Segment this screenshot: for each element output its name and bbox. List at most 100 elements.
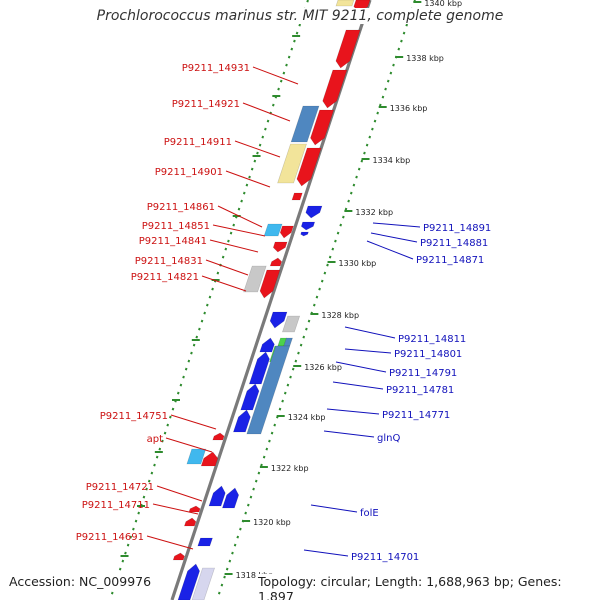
genome-title: Prochlorococcus marinus str. MIT 9211, c…	[0, 8, 600, 24]
right-dotted-guide-dot	[347, 199, 350, 203]
right-dotted-guide-dot	[223, 575, 226, 579]
left-dotted-guide-dot	[179, 383, 183, 387]
left-dotted-guide-dot	[155, 455, 159, 459]
left-dotted-guide-dot	[176, 391, 180, 395]
gene-reverse-strand	[291, 192, 303, 201]
gene-label-left: apt	[147, 434, 163, 445]
gene-reverse-strand	[335, 29, 361, 69]
gene-reverse-strand	[272, 241, 288, 253]
right-dotted-guide-dot	[257, 471, 261, 475]
left-dotted-guide-dot	[258, 143, 262, 147]
gene-forward-strand	[259, 337, 275, 353]
left-dotted-guide-dot	[169, 415, 172, 419]
right-dotted-guide-dot	[289, 375, 292, 379]
genome-stats-label: Topology: circular; Length: 1,688,963 bp…	[258, 574, 600, 600]
gene-label-right-leader	[326, 408, 380, 415]
gene-reverse-strand	[279, 225, 294, 239]
left-dotted-guide-dot	[132, 527, 135, 531]
right-dotted-guide-dot	[384, 87, 387, 91]
gene-label-left-leader	[242, 102, 291, 122]
right-dotted-guide-dot	[315, 295, 319, 299]
left-dotted-guide-dot	[306, 0, 309, 3]
gene-label-right: P9211_14771	[382, 410, 450, 421]
left-dotted-guide-dot	[187, 359, 191, 363]
gene-label-left: P9211_14851	[142, 221, 210, 232]
right-dotted-guide-dot	[323, 271, 327, 275]
right-dotted-guide-dot	[260, 463, 263, 467]
gene-label-right-leader	[372, 222, 421, 228]
right-dotted-guide-dot	[328, 255, 332, 259]
left-dotted-guide-dot	[161, 439, 164, 443]
right-dotted-guide-dot	[233, 543, 237, 547]
right-dotted-guide-dot	[278, 407, 282, 411]
gene-reverse-strand	[310, 109, 335, 146]
right-dotted-guide-dot	[231, 551, 234, 555]
gene-label-left-leader	[165, 437, 213, 453]
gene-label-right-leader	[370, 232, 418, 243]
gene-gray	[281, 315, 301, 333]
gene-label-left-leader	[217, 205, 263, 228]
right-dotted-guide-dot	[371, 127, 374, 131]
left-dotted-guide-dot	[221, 255, 225, 259]
gene-label-left: P9211_14751	[100, 411, 168, 422]
left-dotted-guide-dot	[253, 159, 257, 163]
left-dotted-guide-dot	[293, 39, 296, 43]
gene-label-right: P9211_14791	[389, 368, 457, 379]
gene-reverse-strand	[183, 517, 197, 527]
gene-label-right: P9211_14811	[398, 334, 466, 345]
gene-label-left-leader	[234, 140, 281, 158]
right-dotted-guide-dot	[326, 263, 329, 267]
gene-reverse-strand	[296, 147, 322, 187]
gene-label-right-leader	[310, 504, 358, 513]
gene-forward-strand	[300, 231, 309, 237]
right-dotted-guide-dot	[373, 119, 377, 123]
gene-label-right-leader	[344, 348, 392, 354]
right-dotted-guide-dot	[318, 287, 321, 291]
scale-tick-label: 1318 kbp	[236, 571, 274, 580]
gene-label-right: folE	[360, 508, 379, 519]
gene-forward-strand	[300, 221, 316, 231]
gene-reverse-strand	[322, 69, 348, 109]
scale-tick-label: 1336 kbp	[390, 104, 428, 113]
left-dotted-guide-dot	[216, 271, 220, 275]
gene-label-left-leader	[201, 275, 247, 292]
gene-label-left: P9211_14901	[155, 167, 223, 178]
right-dotted-guide-dot	[262, 455, 266, 459]
left-dotted-guide-dot	[285, 63, 288, 67]
gene-forward-strand	[232, 409, 251, 433]
right-dotted-guide-dot	[392, 63, 395, 67]
gene-label-left: P9211_14711	[82, 500, 150, 511]
right-dotted-guide-dot	[349, 191, 353, 195]
left-dotted-guide-dot	[250, 167, 254, 171]
left-dotted-guide-dot	[261, 135, 265, 139]
left-dotted-guide-dot	[211, 287, 214, 291]
gene-label-left-leader	[252, 66, 299, 85]
gene-reverse-strand	[212, 432, 225, 441]
right-dotted-guide-dot	[252, 487, 255, 491]
left-dotted-guide-dot	[248, 175, 251, 179]
right-dotted-guide-dot	[379, 103, 382, 107]
left-dotted-guide-dot	[295, 31, 299, 35]
gene-label-right: P9211_14891	[423, 223, 491, 234]
left-dotted-guide-dot	[171, 407, 175, 411]
right-dotted-guide-dot	[247, 503, 250, 507]
gene-label-left: P9211_14921	[172, 99, 240, 110]
left-dotted-guide-dot	[182, 375, 185, 379]
gene-label-right-leader	[303, 549, 349, 557]
scale-tick-label: 1340 kbp	[424, 0, 462, 8]
gene-label-left-leader	[152, 503, 199, 515]
left-dotted-guide-dot	[184, 367, 188, 371]
right-dotted-guide-dot	[376, 111, 379, 115]
scale-tick-label: 1320 kbp	[253, 518, 291, 527]
gene-label-right: P9211_14871	[416, 255, 484, 266]
gene-label-right-leader	[344, 326, 396, 339]
left-dotted-guide-dot	[192, 343, 196, 347]
left-dotted-guide-dot	[277, 87, 280, 91]
gene-label-left-leader	[205, 259, 249, 276]
left-dotted-guide-dot	[266, 119, 270, 123]
right-dotted-guide-dot	[344, 207, 348, 211]
gene-forward-strand	[221, 487, 240, 509]
left-dotted-guide-dot	[206, 303, 209, 307]
gene-label-left-leader	[209, 239, 259, 253]
